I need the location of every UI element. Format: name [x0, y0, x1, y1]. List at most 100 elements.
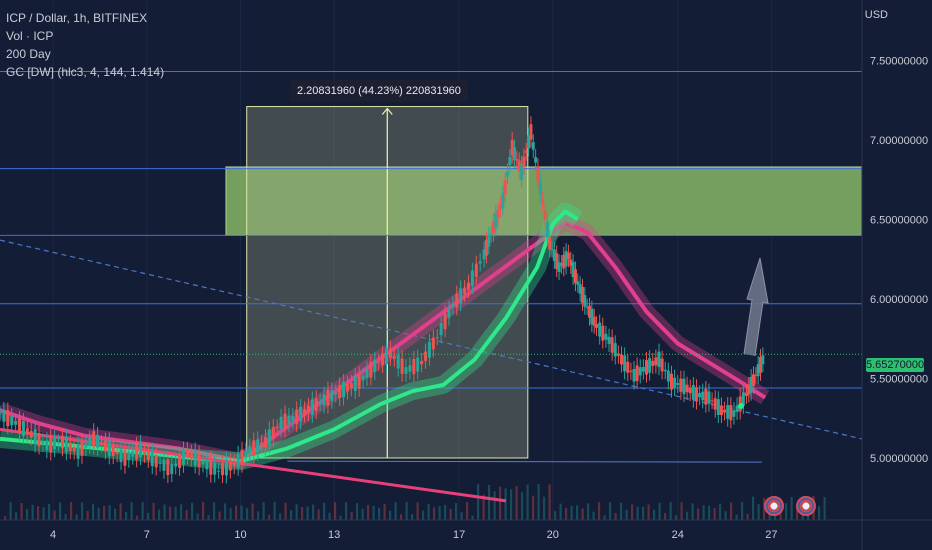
volume-bar [647, 504, 650, 520]
candle-body [478, 261, 482, 264]
candle-body [123, 450, 127, 466]
candle-body [18, 418, 22, 433]
candle-body [573, 269, 577, 284]
time-axis-tick-label: 7 [144, 529, 150, 541]
candle-body [318, 401, 322, 404]
volume-bar [422, 510, 425, 520]
volume-bar [614, 513, 617, 520]
candle-body [221, 463, 225, 476]
volume-bar [455, 503, 458, 520]
volume-bar [510, 489, 513, 520]
volume-bar [741, 502, 744, 520]
volume-bar [26, 509, 29, 520]
volume-bar [92, 503, 95, 520]
volume-bar [339, 515, 342, 520]
volume-bar [180, 504, 183, 520]
volume-bar [191, 502, 194, 520]
volume-average-line [287, 460, 763, 463]
candle-body [548, 237, 552, 250]
candle-body [64, 436, 68, 453]
volume-bar [328, 512, 331, 520]
descending-trend-line [0, 427, 507, 503]
volume-bar [724, 511, 727, 520]
candle-body [641, 366, 645, 372]
candle-body [217, 470, 221, 472]
candle-body [248, 446, 252, 454]
candle-body [601, 325, 605, 341]
candle-body [496, 209, 500, 219]
candle-body [515, 159, 519, 161]
volume-bar [416, 502, 419, 520]
volume-bar [97, 507, 100, 520]
candle-body [271, 426, 275, 439]
candle-body [263, 437, 267, 448]
candle-body [373, 359, 377, 372]
volume-bar [323, 502, 326, 520]
candle-body [623, 355, 627, 372]
volume-bar [477, 484, 480, 520]
candle-body [566, 252, 570, 260]
candle-body [564, 251, 568, 267]
candle-body [704, 388, 708, 405]
volume-bar [279, 513, 282, 520]
candle-body [100, 442, 104, 445]
candle-body [10, 416, 14, 426]
volume-indicator-label[interactable]: Vol · ICP [6, 29, 54, 43]
moving-average-label[interactable]: 200 Day [6, 47, 51, 61]
candle-body [92, 431, 96, 447]
candle-body [676, 382, 680, 386]
candle-body [400, 358, 404, 374]
volume-bar [147, 512, 150, 520]
gc-indicator-label[interactable]: GC [DW] (hlc3, 4, 144, 1.414) [6, 65, 165, 79]
candle-body [158, 462, 162, 464]
candle-body [60, 435, 64, 449]
candle-body [484, 239, 488, 256]
volume-bar [664, 513, 667, 520]
time-axis-tick-label: 27 [765, 529, 777, 541]
volume-bar [515, 486, 518, 520]
candle-body [510, 140, 514, 156]
candle-body [536, 166, 540, 182]
volume-bar [174, 506, 177, 520]
candle-body [256, 439, 260, 453]
volume-bar [642, 506, 645, 520]
volume-bar [708, 505, 711, 520]
volume-bar [207, 515, 210, 520]
candle-body [716, 399, 720, 416]
volume-bar [581, 508, 584, 520]
candle-body [224, 459, 228, 476]
candle-body [88, 438, 92, 446]
volume-bar [268, 514, 271, 520]
volume-bar [438, 506, 441, 520]
candle-body [365, 369, 369, 378]
volume-bar [114, 508, 117, 520]
candle-body [420, 360, 424, 365]
candle-body [345, 383, 349, 392]
volume-bar [295, 504, 298, 520]
volume-bar [433, 507, 436, 520]
symbol-title[interactable]: ICP / Dollar, 1h, BITFINEX [6, 11, 148, 25]
volume-bar [389, 510, 392, 520]
candle-body [735, 405, 739, 412]
candle-body [53, 438, 57, 450]
volume-bar [460, 512, 463, 520]
us-flag-icon[interactable] [796, 496, 816, 516]
candle-body [404, 367, 408, 374]
candle-body [590, 308, 594, 325]
candle-body [96, 434, 100, 448]
candle-body [139, 442, 143, 458]
candle-body [571, 261, 575, 278]
volume-bar [86, 510, 89, 520]
candle-body [474, 263, 478, 278]
volume-bar [306, 506, 309, 520]
candle-body [279, 416, 283, 430]
candle-body [660, 358, 664, 372]
candle-body [710, 400, 714, 402]
time-axis-tick-label: 20 [547, 529, 559, 541]
us-flag-icon[interactable] [764, 496, 784, 516]
candle-body [439, 323, 443, 336]
volume-bar [592, 511, 595, 520]
time-axis-tick-label: 17 [453, 529, 465, 541]
candle-body [209, 458, 213, 475]
